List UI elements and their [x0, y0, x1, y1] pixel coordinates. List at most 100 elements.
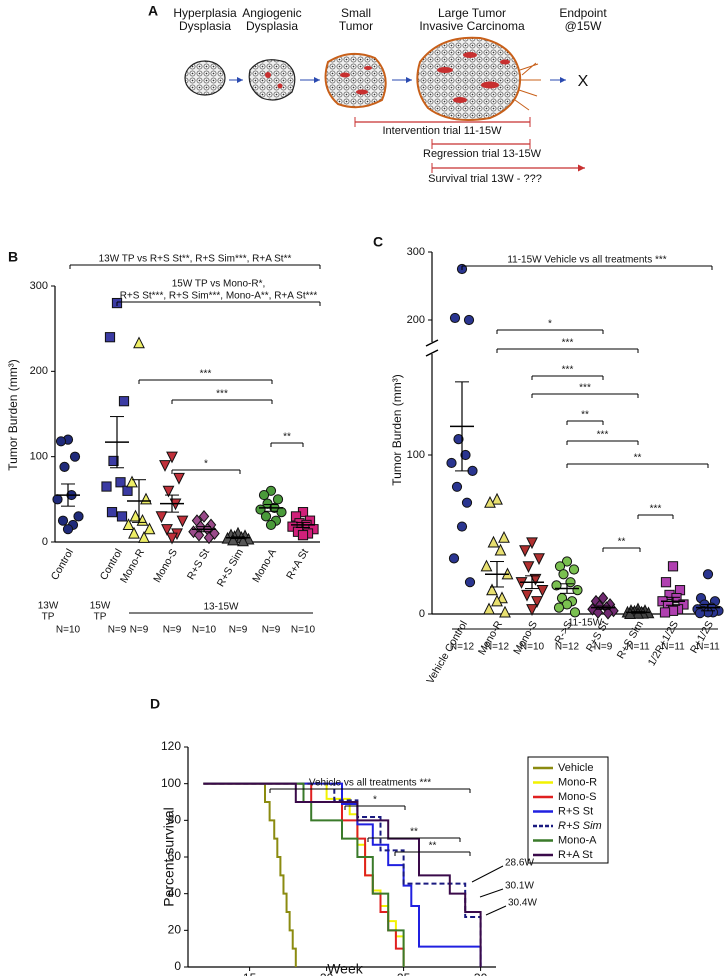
significance-label: ***	[200, 369, 212, 380]
endpoint-mark: X	[578, 73, 589, 90]
n-label: N=9	[594, 642, 613, 653]
data-point	[173, 472, 185, 485]
data-point	[463, 314, 475, 326]
significance-label: ***	[650, 504, 662, 515]
data-point	[118, 396, 130, 407]
x-tick-label: 25	[397, 971, 411, 976]
x-tick-label: Mono-A	[250, 547, 279, 585]
data-point	[526, 604, 538, 616]
y-tick-label: 80	[168, 813, 182, 827]
tumor-diagram	[184, 36, 585, 173]
group-label: TP	[94, 612, 107, 623]
x-axis-title: Week	[327, 961, 364, 976]
y-axis-title: Percent survival	[161, 807, 177, 907]
data-point	[487, 535, 500, 548]
data-point	[162, 485, 175, 498]
data-point	[529, 573, 542, 586]
group-label: 13W	[38, 601, 59, 612]
data-point	[521, 589, 533, 602]
data-point	[460, 449, 471, 461]
survival-curve	[203, 782, 405, 967]
survival-curve	[203, 782, 482, 967]
stage-label: Invasive Carcinoma	[419, 19, 525, 33]
data-point	[597, 591, 609, 605]
pointer-line	[471, 865, 504, 883]
n-label: N=9	[262, 625, 281, 636]
endpoint-label: 28.6W	[505, 858, 534, 869]
significance-label: ***	[597, 430, 609, 441]
data-point	[57, 515, 69, 526]
data-point	[260, 511, 272, 522]
data-point	[101, 481, 112, 492]
significance-label: ***	[216, 389, 228, 400]
significance-label: R+S St***, R+S Sim***, Mono-A**, R+A St*…	[120, 291, 318, 302]
legend-label: Mono-A	[558, 834, 597, 846]
data-point	[660, 577, 672, 588]
data-point	[494, 543, 507, 556]
y-tick-label: 300	[30, 280, 48, 292]
data-point	[569, 607, 581, 618]
significance-label: **	[581, 410, 589, 421]
data-point	[276, 507, 287, 518]
period-label: 13-15W	[203, 602, 239, 613]
n-label: N=10	[291, 625, 316, 636]
data-point	[176, 515, 189, 528]
data-point	[193, 528, 205, 542]
x-tick-label: R+S Sim	[215, 547, 246, 589]
data-point	[155, 511, 168, 524]
cell-cluster	[184, 60, 226, 96]
data-point	[203, 531, 215, 545]
n-label: N=12	[555, 642, 580, 653]
data-point	[451, 481, 463, 492]
y-tick-label: 100	[407, 449, 425, 461]
data-point	[480, 559, 493, 572]
stage-label: Hyperplasia	[173, 6, 237, 20]
stage-label: Tumor	[339, 19, 373, 33]
n-label: N=9	[108, 625, 127, 636]
y-tick-label: 0	[419, 608, 425, 620]
legend-label: R+S Sim	[558, 820, 602, 832]
data-point	[115, 477, 126, 488]
data-point	[104, 332, 116, 343]
significance-label: *	[548, 319, 552, 330]
data-point	[491, 594, 503, 607]
data-point	[126, 475, 138, 488]
panel-label: D	[150, 696, 160, 712]
data-point	[536, 585, 549, 597]
significance-label: 15W TP vs Mono-R*,	[172, 279, 266, 290]
data-point	[667, 561, 679, 572]
data-point	[140, 492, 152, 505]
x-tick-label: R+S Sim	[615, 619, 646, 661]
y-tick-label: 120	[161, 739, 181, 753]
data-point	[73, 511, 84, 522]
data-point	[499, 605, 511, 618]
n-label: N=9	[163, 625, 182, 636]
data-point	[143, 522, 156, 535]
pointer-line	[485, 905, 507, 916]
y-tick-label: 100	[30, 451, 48, 463]
n-label: N=12	[450, 642, 475, 653]
n-label: N=9	[130, 625, 149, 636]
trial-label: Survival trial 13W - ???	[428, 173, 542, 185]
panel-label: C	[373, 234, 383, 250]
data-point	[453, 434, 464, 445]
data-point	[106, 507, 118, 518]
legend-box	[527, 756, 609, 864]
data-point	[461, 497, 473, 508]
data-point	[558, 569, 569, 580]
data-point	[702, 569, 714, 580]
data-point	[448, 553, 460, 564]
data-point	[166, 532, 178, 545]
stage-label: Endpoint	[559, 6, 607, 20]
data-point	[159, 460, 171, 472]
x-tick-label: 20	[320, 971, 334, 976]
stage-label: Dysplasia	[246, 19, 298, 33]
legend-label: R+A St	[558, 849, 593, 861]
significance-label: *	[204, 459, 208, 470]
data-point	[161, 524, 173, 536]
n-label: N=10	[520, 642, 545, 653]
n-label: N=11	[696, 642, 720, 653]
data-point	[62, 524, 74, 535]
data-point	[533, 553, 545, 566]
significance-label: *	[373, 795, 377, 806]
